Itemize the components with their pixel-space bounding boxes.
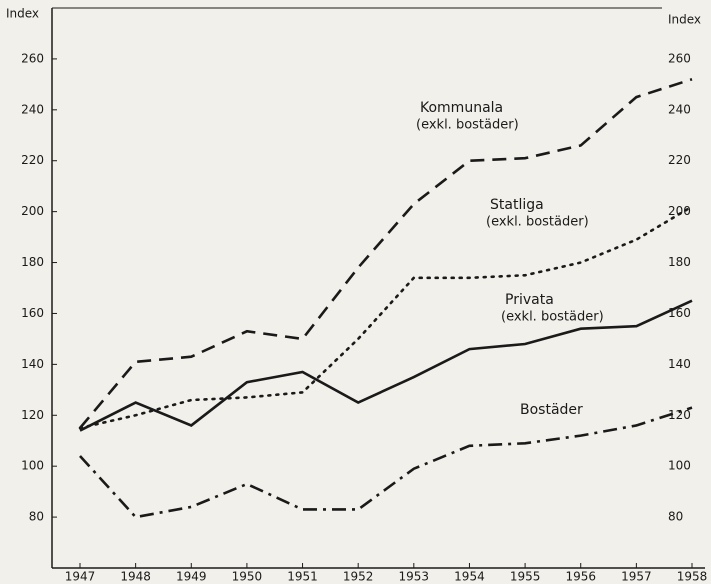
x-tick-label: 1949: [176, 570, 207, 584]
x-tick-label: 1947: [65, 570, 96, 584]
x-tick-label: 1952: [343, 570, 374, 584]
y-tick-label: 80: [29, 510, 44, 524]
x-tick-label: 1958: [677, 570, 708, 584]
series-note: (exkl. bostäder): [486, 215, 589, 230]
y2-tick-label: 140: [668, 357, 691, 371]
x-tick-label: 1954: [454, 570, 485, 584]
series-label: Bostäder: [520, 402, 583, 418]
y-tick-label: 240: [21, 102, 44, 116]
series-label: Kommunala: [420, 100, 503, 116]
x-tick-label: 1948: [120, 570, 151, 584]
series-line: [78, 205, 694, 430]
x-tick-label: 1950: [232, 570, 263, 584]
y2-tick-label: 100: [668, 459, 691, 473]
y-tick-label: 120: [21, 408, 44, 422]
y2-tick-label: 80: [668, 510, 683, 524]
y-tick-label: 180: [21, 255, 44, 269]
y2-tick-label: 180: [668, 255, 691, 269]
y2-tick-label: 220: [668, 153, 691, 167]
y2-tick-label: 260: [668, 51, 691, 65]
y2-tick-label: 160: [668, 306, 691, 320]
series-label: Privata: [505, 292, 554, 308]
y-tick-label: 140: [21, 357, 44, 371]
series-line: [79, 78, 693, 429]
y-tick-label: 160: [21, 306, 44, 320]
x-tick-label: 1955: [510, 570, 541, 584]
series-note: (exkl. bostäder): [416, 118, 519, 133]
x-tick-label: 1956: [565, 570, 596, 584]
y-tick-label: 260: [21, 51, 44, 65]
series-line: [79, 299, 693, 432]
y-tick-label: 220: [21, 153, 44, 167]
series-note: (exkl. bostäder): [501, 310, 604, 325]
x-tick-label: 1953: [399, 570, 430, 584]
y2-tick-label: 200: [668, 204, 691, 218]
y-tick-label: 200: [21, 204, 44, 218]
x-tick-label: 1951: [287, 570, 318, 584]
y-axis-label: Index: [6, 7, 39, 21]
y2-tick-label: 240: [668, 102, 691, 116]
series-label: Statliga: [490, 197, 544, 213]
x-tick-label: 1957: [621, 570, 652, 584]
y2-tick-label: 120: [668, 408, 691, 422]
series-line: [79, 406, 693, 519]
y-tick-label: 100: [21, 459, 44, 473]
y2-axis-label: Index: [668, 13, 701, 27]
